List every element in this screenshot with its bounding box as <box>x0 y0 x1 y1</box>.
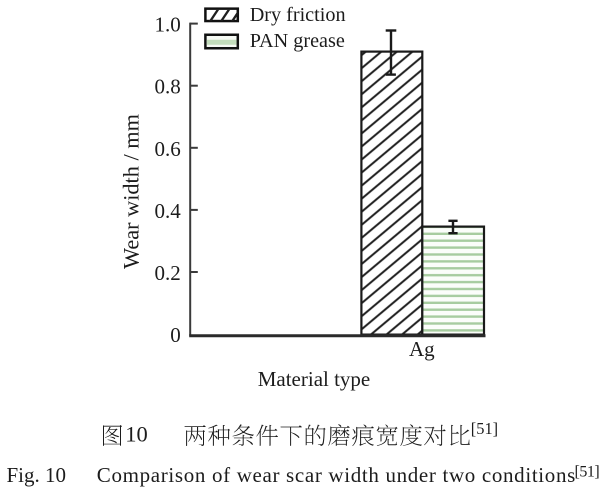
svg-text:10: 10 <box>125 422 148 447</box>
svg-text:Wear width / mm: Wear width / mm <box>119 114 144 269</box>
svg-text:1.0: 1.0 <box>155 13 181 37</box>
svg-text:Dry friction: Dry friction <box>250 4 346 26</box>
svg-text:0.2: 0.2 <box>155 261 181 285</box>
svg-text:Fig. 10: Fig. 10 <box>7 463 67 487</box>
svg-text:[51]: [51] <box>471 419 498 438</box>
svg-text:0.8: 0.8 <box>155 75 181 99</box>
svg-text:Ag: Ag <box>409 337 435 361</box>
svg-text:PAN grease: PAN grease <box>250 30 345 52</box>
svg-text:Material type: Material type <box>258 367 371 391</box>
svg-text:[51]: [51] <box>575 464 600 481</box>
svg-text:0.4: 0.4 <box>155 199 182 223</box>
svg-text:0.6: 0.6 <box>155 137 181 161</box>
svg-text:Comparison of wear scar width: Comparison of wear scar width under two … <box>97 463 576 487</box>
svg-text:0: 0 <box>170 323 181 347</box>
